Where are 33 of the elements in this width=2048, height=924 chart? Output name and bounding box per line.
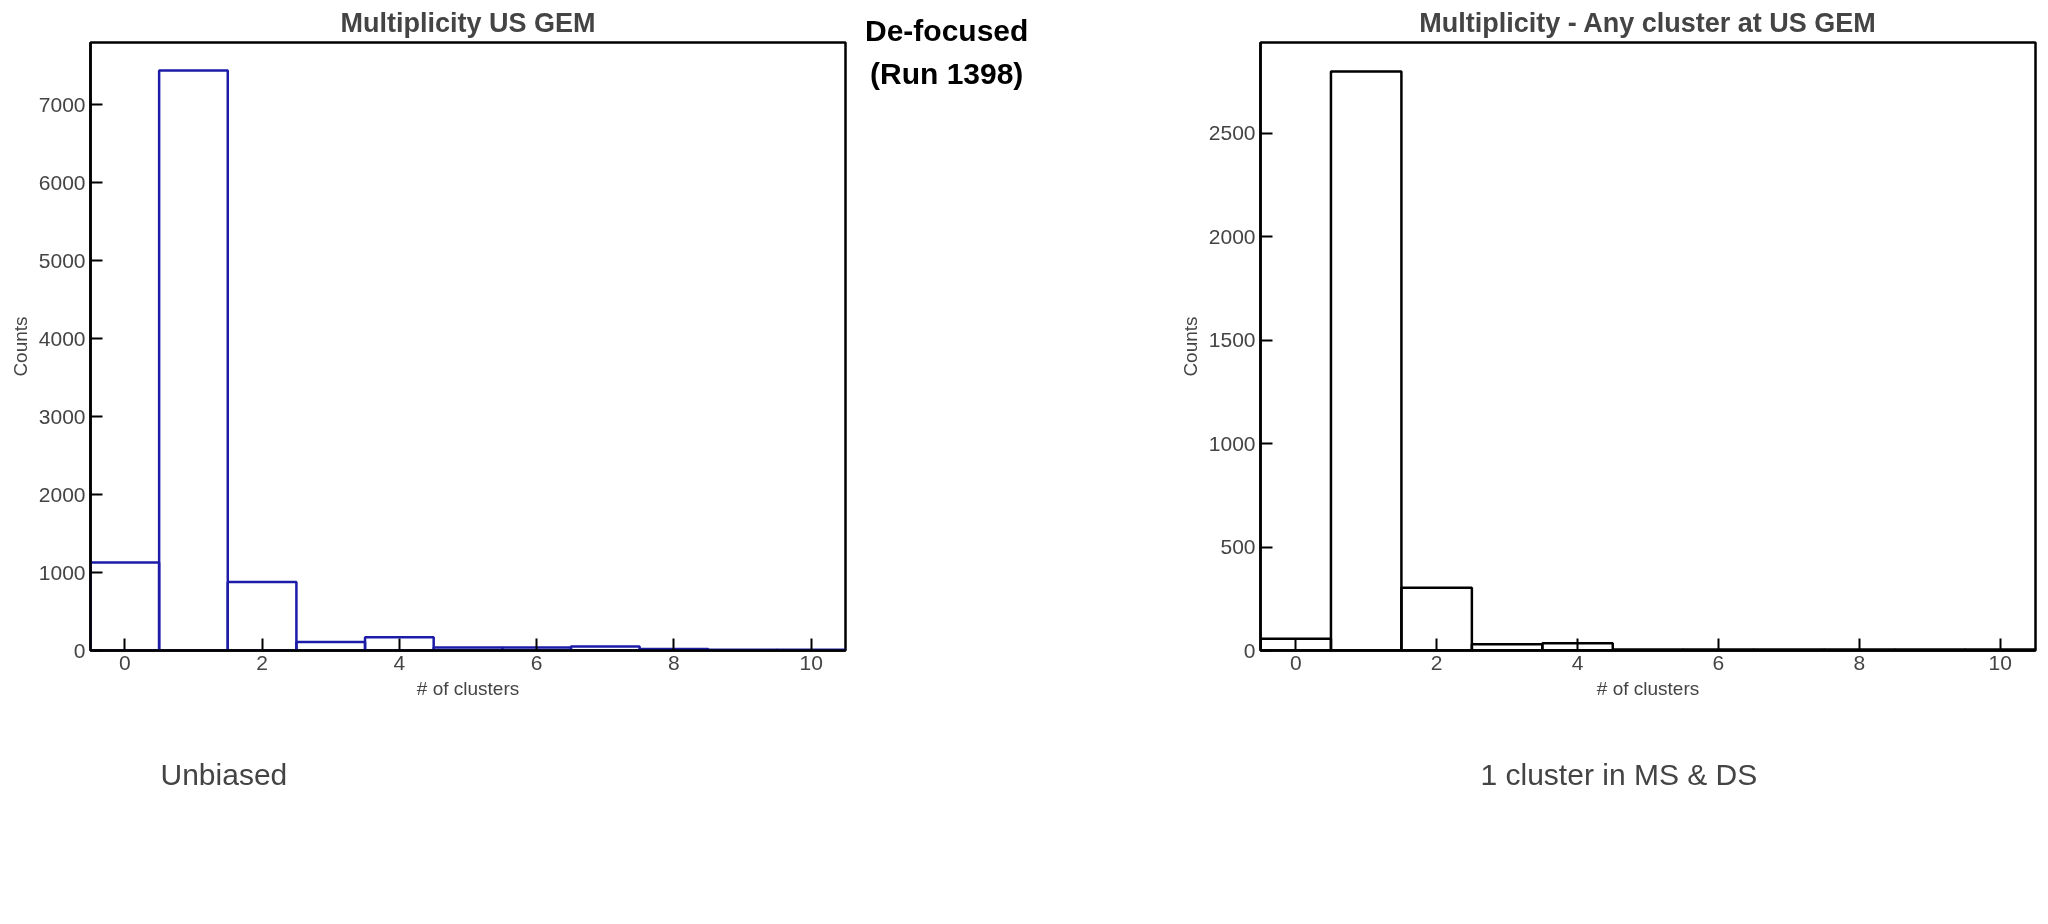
x-tick-label: 10: [799, 650, 823, 674]
x-tick-label: 4: [1571, 650, 1584, 674]
y-tick-label: 1500: [1208, 328, 1256, 352]
text: De-focused (Run 1398): [865, 13, 1029, 92]
x-tick-label: 8: [668, 650, 680, 674]
y-tick-label: 4000: [38, 326, 86, 350]
y-tick-label: 7000: [38, 92, 86, 116]
x-tick-label: 0: [1289, 650, 1302, 674]
y-tick-label: 500: [1220, 535, 1256, 559]
x-tick-label: 10: [1988, 650, 2012, 674]
y-tick-label: 2000: [38, 482, 86, 506]
y-tick-label: 2000: [1208, 224, 1256, 248]
y-tick-label: 1000: [1208, 431, 1256, 455]
text: Unbiased: [160, 757, 288, 791]
x-tick-label: 2: [1430, 650, 1443, 674]
chart-title: Multiplicity - Any cluster at US GEM: [1419, 7, 1876, 38]
y-axis-title: Counts: [1179, 316, 1201, 377]
y-axis-title: Counts: [9, 316, 31, 377]
x-tick-label: 8: [1853, 650, 1866, 674]
x-tick-label: 0: [118, 650, 131, 674]
y-tick-label: 1000: [38, 560, 86, 584]
x-tick-label: 6: [1712, 650, 1725, 674]
x-tick-label: 6: [530, 650, 543, 674]
y-tick-label: 6000: [38, 170, 86, 194]
x-tick-label: 2: [256, 650, 268, 674]
y-tick-label: 3000: [38, 404, 86, 428]
x-axis-title: # of clusters: [1596, 677, 1700, 699]
chart-title: Multiplicity US GEM: [340, 7, 596, 38]
text: 1 cluster in MS & DS: [1480, 757, 1758, 791]
x-tick-label: 4: [393, 650, 406, 674]
y-tick-label: 2500: [1208, 121, 1256, 145]
y-tick-label: 5000: [38, 248, 86, 272]
x-axis-title: # of clusters: [416, 677, 520, 699]
